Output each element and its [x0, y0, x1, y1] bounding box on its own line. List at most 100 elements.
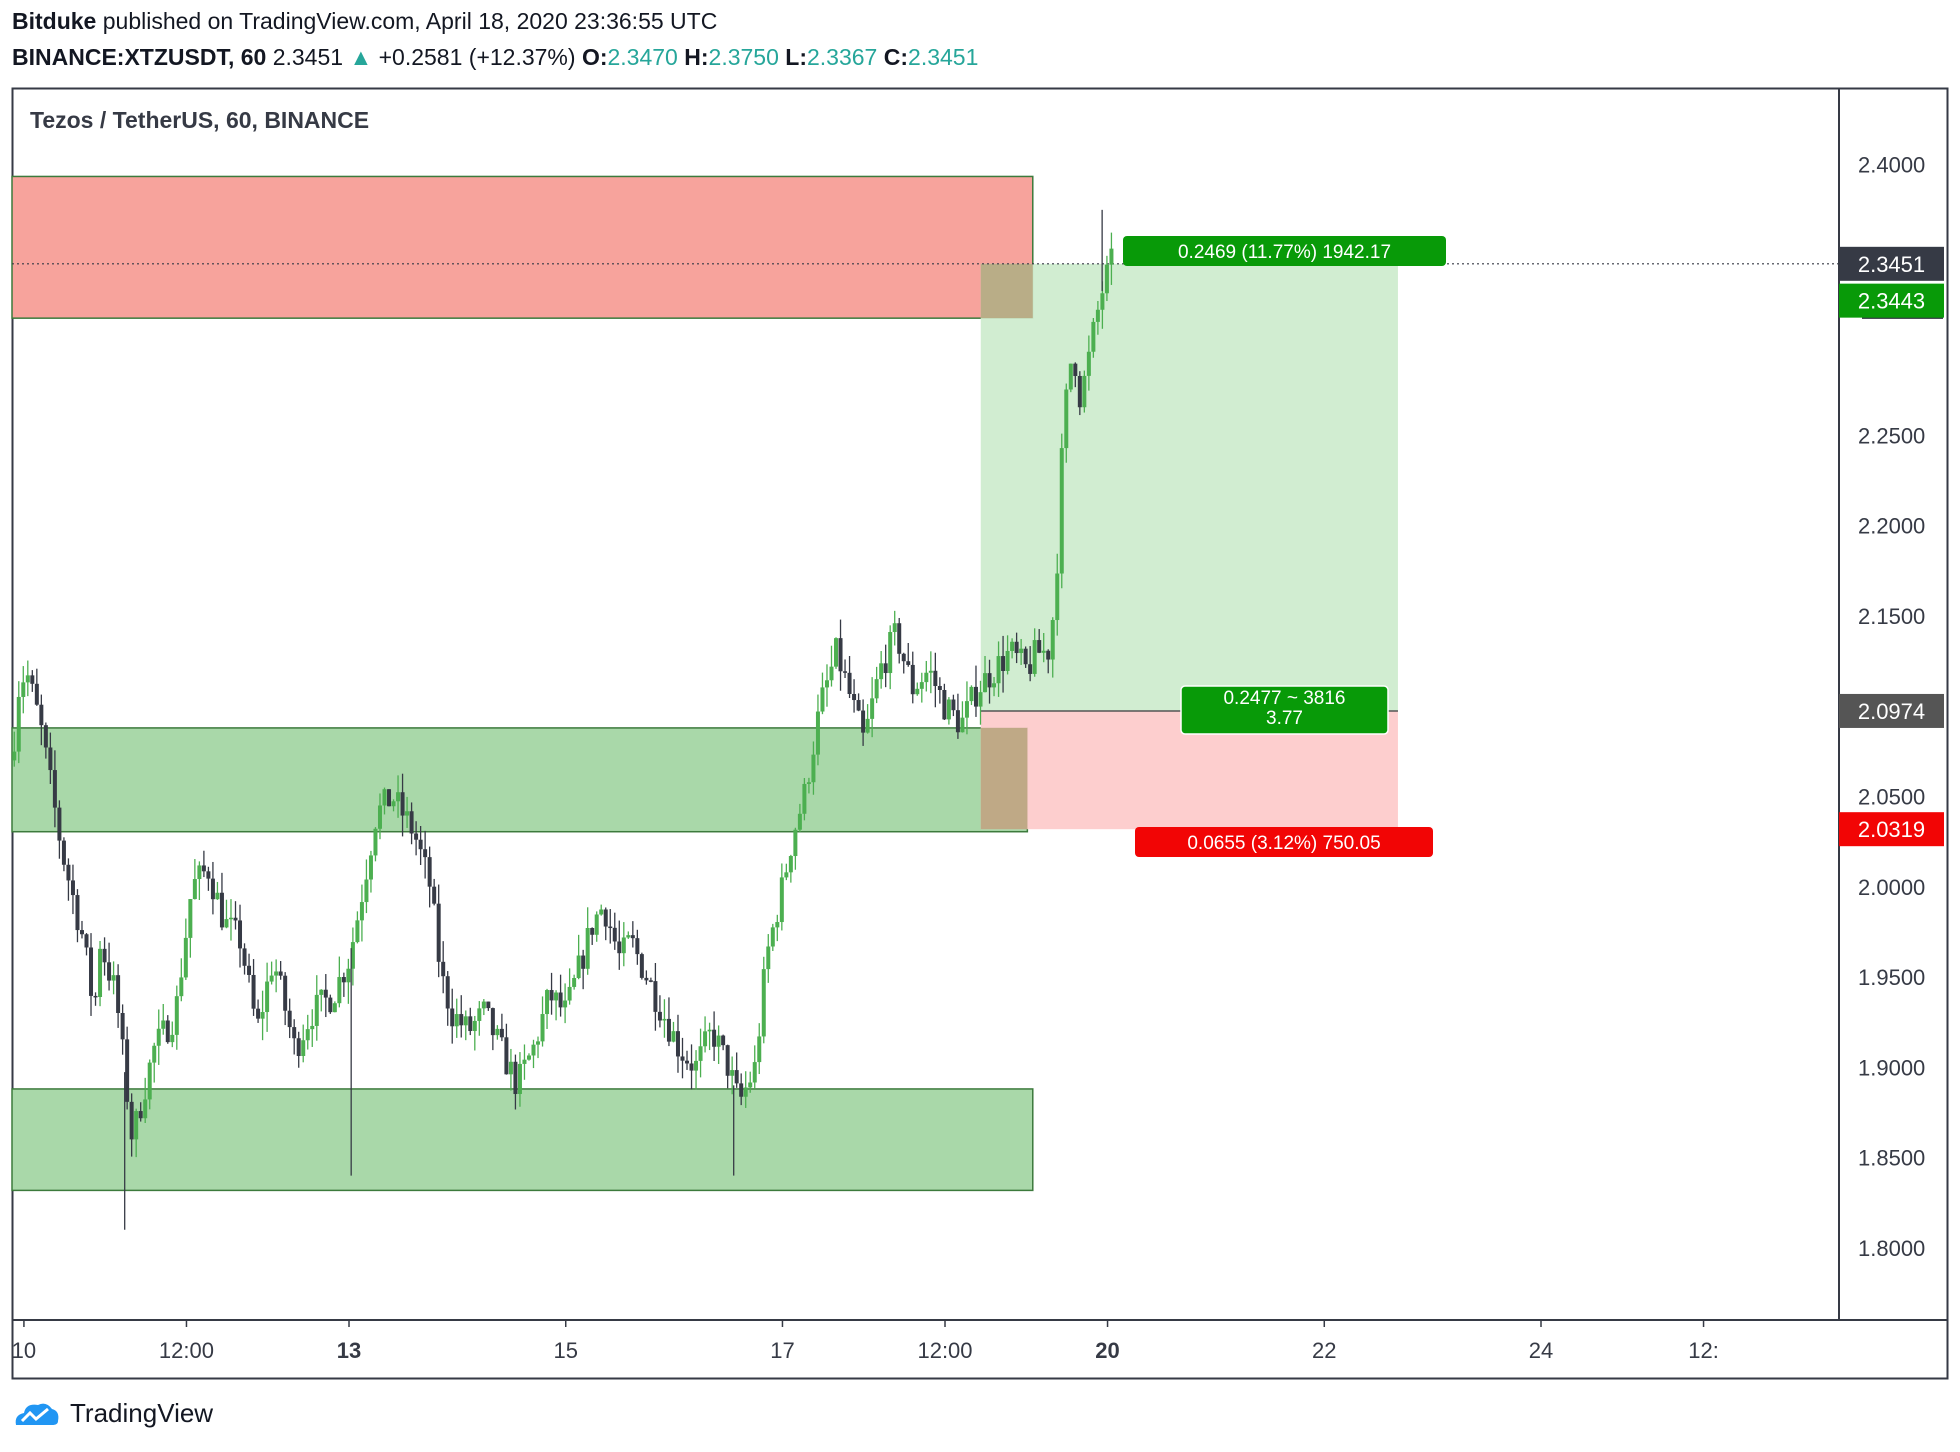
- candle-body: [125, 1039, 130, 1102]
- candle-body: [152, 1045, 157, 1063]
- candle-body: [698, 1046, 703, 1061]
- price-label-box: [1839, 246, 1944, 281]
- candle-body: [319, 989, 324, 995]
- candle-body: [432, 886, 437, 904]
- candle-body: [1023, 648, 1028, 665]
- candle-body: [454, 1014, 459, 1027]
- candle-body: [716, 1035, 721, 1047]
- candle-body: [350, 942, 355, 969]
- candle-body: [1100, 293, 1105, 310]
- candle-body: [405, 811, 410, 816]
- candle-body: [802, 783, 807, 814]
- candle-body: [174, 996, 179, 1035]
- time-tick-label: 12:00: [159, 1338, 214, 1363]
- target-label-text: 0.2469 (11.77%) 1942.17: [1178, 242, 1391, 263]
- candle-body: [870, 698, 875, 719]
- candle-body: [567, 986, 572, 1001]
- candle-body: [414, 833, 419, 840]
- candle-body: [274, 971, 279, 976]
- candle-body: [89, 947, 94, 996]
- close-value: 2.3451: [908, 44, 979, 70]
- candle-body: [210, 878, 215, 900]
- candle-body: [955, 710, 960, 733]
- chart-title: Tezos / TetherUS, 60, BINANCE: [30, 107, 369, 133]
- last-price: 2.3451: [272, 44, 344, 70]
- candle-body: [382, 789, 387, 806]
- candle-body: [928, 670, 933, 673]
- candle-body: [287, 1010, 292, 1028]
- candle-body: [79, 930, 84, 935]
- candle-body: [653, 981, 658, 1012]
- zone-support-upper: [11, 727, 1029, 833]
- candle-body: [1001, 656, 1006, 671]
- candle-body: [238, 920, 243, 949]
- open-label: O:: [581, 44, 608, 70]
- price-tick-label: 2.0000: [1858, 875, 1925, 900]
- candle-body: [666, 1018, 671, 1042]
- candle-body: [98, 948, 103, 998]
- candle-body: [707, 1029, 712, 1032]
- candle-body: [901, 653, 906, 662]
- candle-body: [540, 1014, 545, 1042]
- candle-body: [134, 1111, 139, 1140]
- candle-body: [278, 971, 283, 976]
- candle-body: [508, 1061, 513, 1075]
- zone-resistance: [11, 175, 1034, 319]
- candle-body: [788, 856, 793, 873]
- time-tick-label: 17: [770, 1338, 794, 1363]
- price-axis[interactable]: 2.4000 2.2500 2.2000 2.1500 2.0500 2.0000 1.95…: [1839, 153, 1944, 1261]
- time-axis[interactable]: 10 12:00 13 15 17 12:00 20 22 24 12:: [12, 1320, 1719, 1363]
- candle-body: [838, 638, 843, 672]
- time-tick-label: 12:00: [917, 1338, 972, 1363]
- candle-body: [57, 807, 62, 841]
- candle-body: [973, 686, 978, 707]
- candle-body: [323, 989, 328, 998]
- candle-body: [84, 934, 89, 948]
- position-labels-layer: 0.2469 (11.77%) 1942.17 0.0655 (3.12%) 75…: [1123, 236, 1446, 857]
- stop-label-box: [1135, 827, 1433, 857]
- candle-body: [283, 975, 288, 1011]
- price-label-box: [1839, 812, 1944, 847]
- candle-body: [861, 710, 866, 733]
- tradingview-logo[interactable]: TradingView: [12, 1398, 213, 1429]
- candle-body: [1028, 664, 1033, 674]
- candle-body: [486, 1001, 491, 1009]
- candle-body: [545, 990, 550, 1015]
- candle-body: [346, 968, 351, 983]
- candle-body: [400, 792, 405, 816]
- price-label-green: 2.3443: [1858, 289, 1925, 314]
- candle-body: [396, 792, 401, 802]
- candle-body: [897, 623, 902, 654]
- candle-body: [215, 892, 220, 900]
- candle-body: [364, 879, 369, 903]
- candle-body: [730, 1070, 735, 1076]
- symbol-name[interactable]: BINANCE:XTZUSDT, 60: [12, 44, 267, 70]
- candle-body: [265, 981, 270, 1013]
- candle-body: [161, 1020, 166, 1029]
- price-label-box: [1839, 283, 1944, 318]
- candle-body: [1082, 375, 1087, 408]
- candle-body: [52, 770, 57, 808]
- candle-body: [472, 1020, 477, 1032]
- candle-body: [314, 994, 319, 1026]
- candle-body: [694, 1060, 699, 1071]
- price-tick-label: 2.2000: [1858, 514, 1925, 539]
- candle-body: [418, 839, 423, 850]
- candle-body: [748, 1082, 753, 1088]
- candle-body: [585, 928, 590, 969]
- candle-body: [671, 1031, 676, 1042]
- candle-body: [734, 1070, 739, 1084]
- candle-body: [156, 1028, 161, 1046]
- candle-body: [834, 638, 839, 667]
- candle-body: [648, 980, 653, 982]
- candle-body: [883, 663, 888, 674]
- time-tick-label: 12:: [1688, 1338, 1719, 1363]
- candle-body: [820, 687, 825, 712]
- candle-body: [459, 1014, 464, 1026]
- author-name[interactable]: Bitduke: [12, 8, 97, 34]
- candle-body: [301, 1040, 306, 1057]
- candle-body: [581, 955, 586, 969]
- candle-body: [685, 1060, 690, 1064]
- price-tick-label: 1.9500: [1858, 965, 1925, 990]
